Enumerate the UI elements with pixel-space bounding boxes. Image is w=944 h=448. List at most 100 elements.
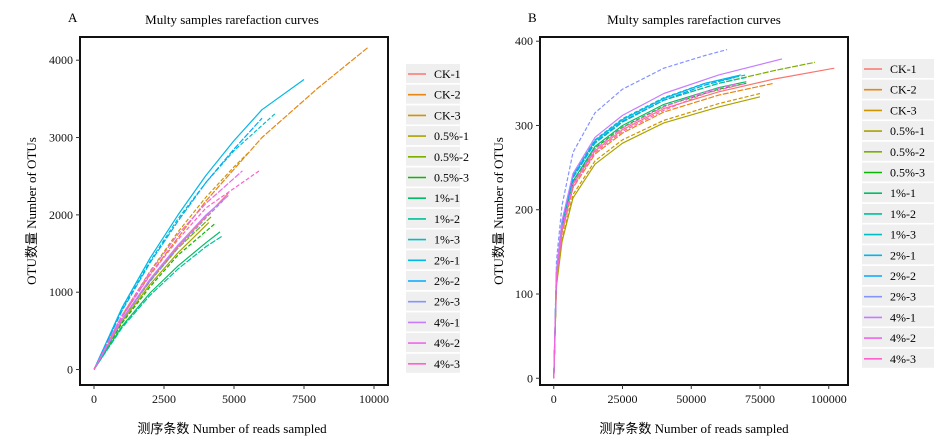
legend-item-label: 1%-2: [890, 207, 916, 221]
series-line-4-3: [553, 82, 747, 379]
legend-item-label: 2%-1: [434, 253, 460, 267]
legend-key-bg: [406, 208, 460, 228]
legend-item-label: 0.5%-1: [890, 124, 925, 138]
x-tick-label: 100000: [811, 392, 847, 406]
legend-key-bg: [406, 146, 460, 166]
x-tick-label: 50000: [676, 392, 706, 406]
legend-item-label: CK-3: [890, 103, 917, 117]
legend-key-bg: [862, 348, 934, 368]
legend-item-label: 1%-3: [434, 233, 460, 247]
legend-item-label: 0.5%-2: [890, 145, 925, 159]
y-tick-label: 1000: [49, 285, 73, 299]
y-tick-label: 3000: [49, 131, 73, 145]
legend-key-bg: [862, 266, 934, 285]
legend-key-bg: [862, 286, 934, 306]
legend-key-bg: [862, 162, 934, 182]
legend-item-label: 4%-3: [434, 357, 460, 371]
series-line-0-5-1: [553, 96, 761, 379]
legend-key-bg: [406, 167, 460, 187]
legend-item-label: 2%-1: [890, 248, 916, 262]
y-tick-label: 0: [67, 363, 73, 377]
legend-key-bg: [406, 229, 460, 249]
legend-item-label: 1%-2: [434, 212, 460, 226]
y-tick-label: 400: [515, 34, 533, 48]
legend-key-bg: [406, 312, 460, 332]
legend-key-bg: [862, 203, 934, 223]
legend-key-bg: [406, 126, 460, 146]
series-line-2-2: [93, 117, 263, 370]
series-line-4-1: [93, 195, 229, 370]
series-line-1-2: [93, 235, 224, 370]
x-tick-label: 5000: [222, 392, 246, 406]
legend-item-label: 2%-2: [890, 269, 916, 283]
y-tick-label: 2000: [49, 208, 73, 222]
y-axis-label: OTU数量 Number of OTUs: [24, 137, 39, 285]
legend-item-label: 0.5%-3: [890, 166, 925, 180]
x-tick-label: 10000: [359, 392, 389, 406]
y-tick-label: 4000: [49, 53, 73, 67]
legend-key-bg: [406, 353, 460, 373]
series-line-4-3: [93, 170, 260, 370]
legend-key-bg: [862, 245, 934, 265]
y-tick-label: 100: [515, 287, 533, 301]
legend-key-bg: [862, 141, 934, 161]
x-axis-label: 测序条数 Number of reads sampled: [599, 421, 789, 436]
legend-item-label: CK-1: [434, 67, 461, 81]
legend-item-label: CK-3: [434, 108, 461, 122]
legend-item-label: 4%-1: [434, 315, 460, 329]
legend-item-label: 2%-3: [434, 295, 460, 309]
chart-title: Multy samples rarefaction curves: [145, 12, 319, 27]
legend-key-bg: [406, 271, 460, 290]
legend-item-label: 1%-1: [890, 186, 916, 200]
x-tick-label: 7500: [292, 392, 316, 406]
x-tick-label: 2500: [152, 392, 176, 406]
y-tick-label: 200: [515, 203, 533, 217]
series-line-2-3: [553, 49, 728, 379]
legend-item-label: 4%-1: [890, 310, 916, 324]
x-tick-label: 0: [551, 392, 557, 406]
x-tick-label: 25000: [608, 392, 638, 406]
legend-key-bg: [406, 64, 460, 83]
legend-key-bg: [862, 328, 934, 348]
legend-item-label: 2%-2: [434, 274, 460, 288]
series-line-1-1: [93, 231, 221, 370]
chart-panel-a: A Multy samples rarefaction curves 0 1000 20…: [24, 10, 469, 436]
legend-item-label: CK-2: [434, 88, 461, 102]
legend-item-label: 4%-2: [890, 331, 916, 345]
y-axis-label: OTU数量 Number of OTUs: [491, 137, 506, 285]
legend-key-bg: [406, 250, 460, 270]
legend-item-label: 4%-3: [890, 352, 916, 366]
legend-key-bg: [862, 121, 934, 141]
legend-item-label: 1%-3: [890, 228, 916, 242]
legend-item-label: 4%-2: [434, 336, 460, 350]
x-tick-label: 75000: [745, 392, 775, 406]
legend: CK-1 CK-2 CK-3 0.5%-1 0.5%-2 0.5%-3 1%-1 1%-2 1%…: [406, 64, 469, 373]
panel-letter: B: [528, 10, 537, 25]
legend-key-bg: [406, 105, 460, 125]
legend-item-label: 0.5%-3: [434, 171, 469, 185]
plot-area: [79, 36, 389, 386]
legend-item-label: 0.5%-2: [434, 150, 469, 164]
legend-key-bg: [862, 183, 934, 203]
chart-title: Multy samples rarefaction curves: [607, 12, 781, 27]
x-tick-label: 0: [91, 392, 97, 406]
legend-key-bg: [862, 100, 934, 120]
legend-item-label: 1%-1: [434, 191, 460, 205]
series-line-0-5-3: [93, 223, 215, 370]
legend-item-label: CK-1: [890, 62, 917, 76]
series-line-2-1: [93, 79, 305, 370]
legend-item-label: CK-2: [890, 83, 917, 97]
panel-letter: A: [68, 10, 78, 25]
y-tick-label: 0: [527, 371, 533, 385]
x-axis-label: 测序条数 Number of reads sampled: [137, 421, 327, 436]
legend-item-label: 0.5%-1: [434, 129, 469, 143]
legend-key-bg: [406, 84, 460, 104]
legend-key-bg: [406, 188, 460, 208]
legend: CK-1 CK-2 CK-3 0.5%-1 0.5%-2 0.5%-3 1%-1 1%-2 1%…: [862, 59, 934, 368]
legend-key-bg: [406, 291, 460, 311]
legend-key-bg: [862, 79, 934, 99]
legend-key-bg: [862, 307, 934, 327]
series-line-1-3: [93, 112, 277, 370]
legend-key-bg: [862, 224, 934, 244]
